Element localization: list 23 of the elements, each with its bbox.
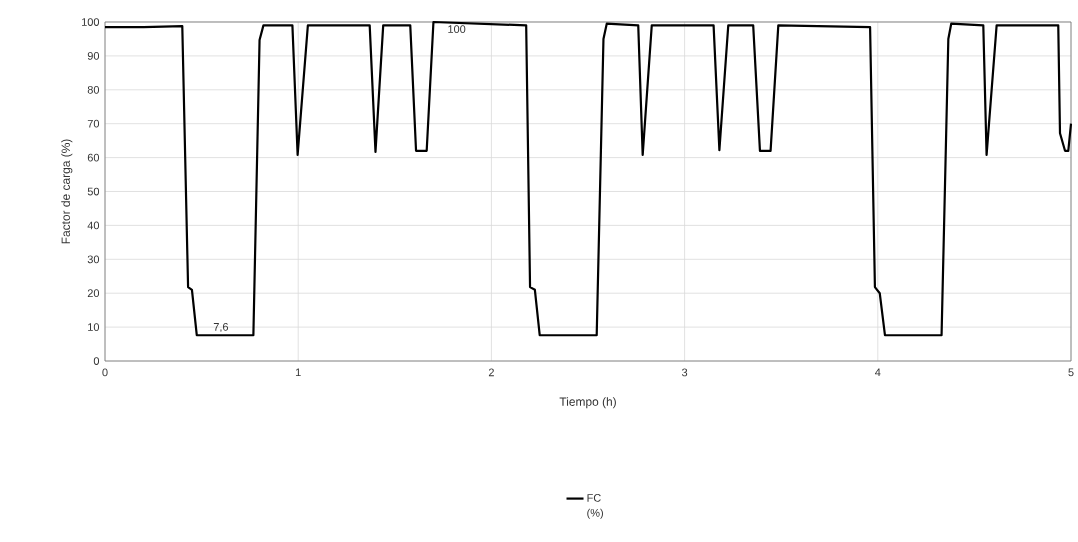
- annotation: 7,6: [213, 322, 229, 333]
- x-tick-label: 5: [1068, 368, 1074, 377]
- y-tick-label: 60: [87, 153, 100, 162]
- y-axis-title: Factor de carga (%): [61, 139, 73, 244]
- x-axis-title: Tiempo (h): [559, 397, 616, 409]
- x-tick-label: 0: [102, 368, 108, 377]
- legend-label: FC (%): [587, 494, 603, 519]
- annotation: 100: [448, 25, 466, 33]
- x-tick-label: 2: [488, 368, 494, 377]
- y-tick-label: 50: [87, 187, 100, 196]
- y-tick-label: 40: [87, 221, 100, 230]
- y-tick-label: 70: [87, 119, 100, 128]
- line-series: [103, 20, 1073, 337]
- y-tick-label: 20: [87, 289, 100, 298]
- y-tick-label: 10: [88, 323, 100, 331]
- x-tick-label: 1: [295, 368, 301, 377]
- x-tick-label: 3: [681, 368, 688, 377]
- y-tick-label: 100: [82, 18, 100, 26]
- y-tick-label: 0: [93, 357, 100, 365]
- y-tick-label: 90: [87, 52, 100, 60]
- y-tick-label: 30: [87, 255, 100, 264]
- y-tick-label: 80: [87, 85, 100, 94]
- x-tick-label: 4: [875, 368, 881, 377]
